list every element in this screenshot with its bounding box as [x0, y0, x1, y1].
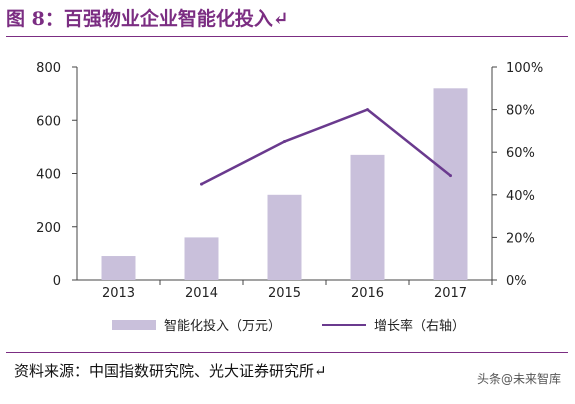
source-note: 资料来源：中国指数研究院、光大证券研究所↵: [14, 362, 327, 380]
bar-series: [101, 88, 468, 280]
chart: 0 200 400 600 800 0% 20% 40% 60% 80% 100% 2013 2014 2…: [36, 61, 543, 334]
growth-point-2015: [283, 140, 286, 144]
watermark-text: 头条@未来智库: [476, 372, 561, 386]
growth-rate-line: [200, 108, 452, 186]
left-tick-label: 200: [36, 221, 61, 236]
growth-point-2014: [200, 182, 203, 186]
bar-2015: [267, 194, 302, 280]
x-tick-label: 2015: [268, 286, 301, 301]
figure-title: 图 8：百强物业企业智能化投入↵: [6, 8, 289, 30]
legend-label-bar: 智能化投入（万元）: [164, 318, 281, 334]
right-tick-label: 100%: [506, 61, 543, 76]
right-tick-label: 80%: [506, 104, 535, 119]
bar-2014: [184, 237, 219, 280]
x-tick-label: 2014: [185, 286, 218, 301]
title-divider: [6, 36, 568, 37]
right-tick-label: 60%: [506, 146, 535, 161]
bar-2013: [101, 256, 136, 280]
x-tick-label: 2013: [102, 286, 135, 301]
line-series: [200, 108, 452, 186]
bar-2016: [350, 154, 385, 280]
right-tick-label: 40%: [506, 189, 535, 204]
left-tick-label: 0: [53, 274, 61, 289]
x-tick-label: 2017: [434, 286, 467, 301]
right-tick-label: 20%: [506, 231, 535, 246]
legend-label-line: 增长率（右轴）: [374, 318, 465, 334]
source-divider: [6, 352, 568, 353]
growth-point-2017: [449, 174, 452, 178]
chart-axes: 0 200 400 600 800 0% 20% 40% 60% 80% 100% 2013 2014 2…: [36, 61, 543, 301]
legend-swatch-bar: [112, 320, 156, 330]
bar-2017: [433, 88, 468, 280]
left-tick-label: 400: [36, 168, 61, 183]
left-tick-label: 800: [36, 61, 61, 76]
growth-point-2016: [366, 108, 369, 112]
legend: 智能化投入（万元） 增长率（右轴）: [112, 318, 465, 334]
x-tick-label: 2016: [351, 286, 384, 301]
left-tick-label: 600: [36, 114, 61, 129]
right-tick-label: 0%: [506, 274, 527, 289]
